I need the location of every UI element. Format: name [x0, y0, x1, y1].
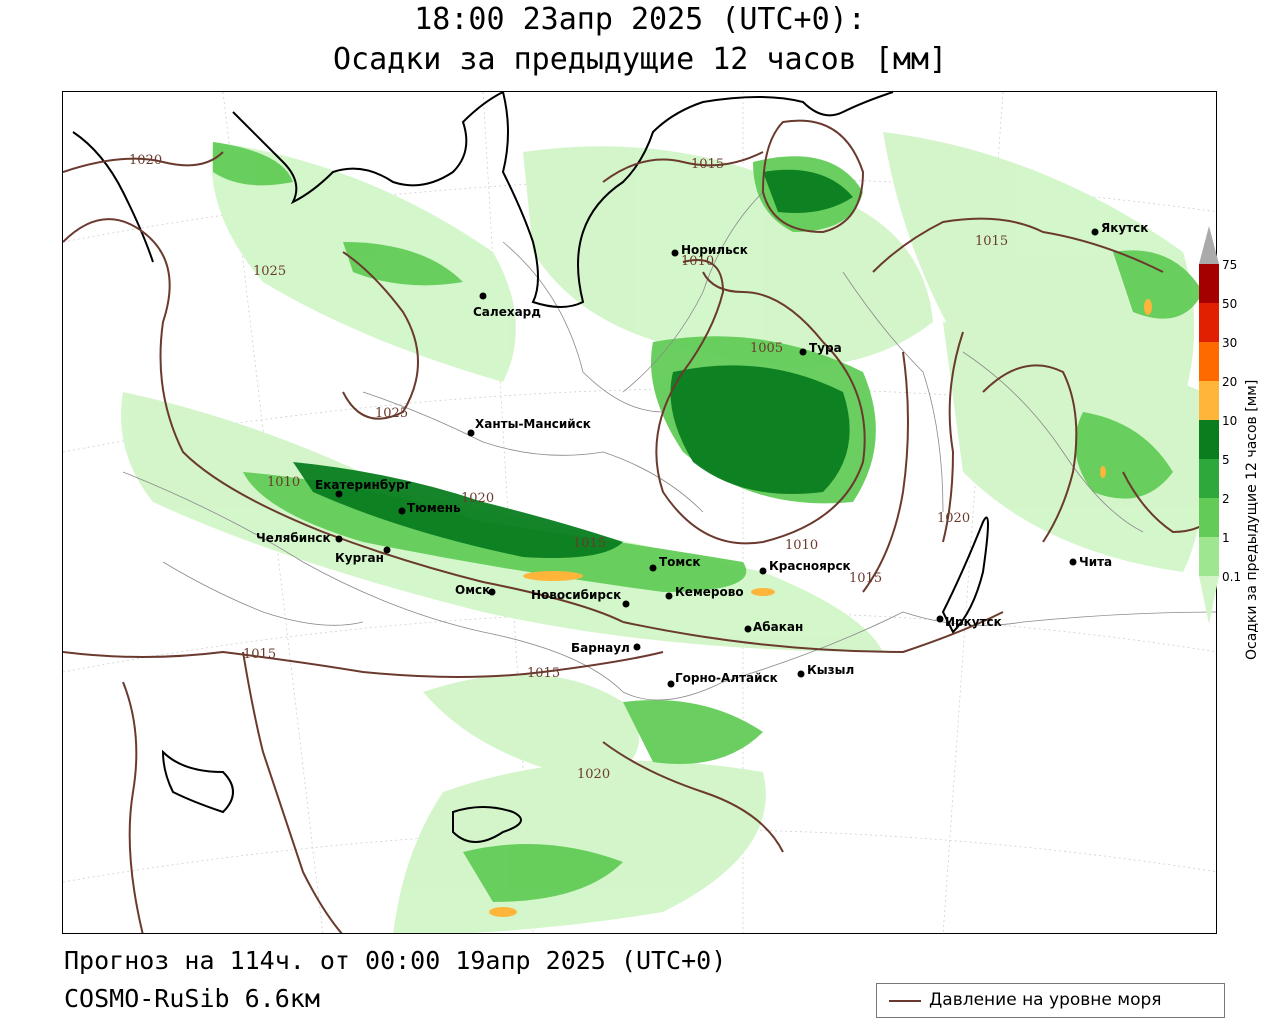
city-label: Челябинск: [256, 531, 331, 545]
city-kurgan: Курган: [335, 546, 391, 565]
colorbar-title: Осадки за предыдущие 12 часов [мм]: [1244, 379, 1260, 660]
city-label: Ханты-Мансийск: [475, 417, 591, 431]
city-gorno-altaysk: Горно-Алтайск: [667, 671, 778, 688]
city-novosibirsk: Новосибирск: [531, 588, 630, 608]
isobar-label: 1025: [375, 406, 408, 421]
city-label: Горно-Алтайск: [675, 671, 778, 685]
colorbar-tick: 20: [1222, 375, 1238, 389]
map-title-variable: Осадки за предыдущие 12 часов [мм]: [332, 42, 948, 77]
city-barnaul: Барнаул: [571, 641, 641, 655]
city-label: Тура: [809, 341, 842, 355]
colorbar-top-arrow: [1199, 226, 1219, 264]
isobar-label: 1015: [573, 536, 606, 551]
city-kemerovo: Кемерово: [665, 585, 744, 600]
city-kyzyl: Кызыл: [797, 663, 854, 678]
isobar-label: 1005: [750, 341, 783, 356]
map-title-time: 18:00 23апр 2025 (UTC+0):: [414, 2, 866, 37]
colorbar-swatch-1: [1199, 537, 1219, 576]
precipitation-map: 1020 1025 1015 1010 1005 1025 1015 1020 …: [63, 92, 1216, 933]
precip-heavy: [293, 169, 853, 558]
isobar-label: 1020: [129, 153, 162, 168]
model-name: COSMO-RuSib 6.6км: [64, 984, 320, 1013]
forecast-info: Прогноз на 114ч. от 00:00 19апр 2025 (UT…: [64, 946, 727, 975]
city-tyumen: Тюмень: [398, 501, 461, 515]
colorbar-tick: 30: [1222, 336, 1238, 350]
isobar-label: 1015: [527, 666, 560, 681]
city-chelyabinsk: Челябинск: [256, 531, 343, 545]
isobar-label: 1015: [243, 647, 276, 662]
city-label: Кемерово: [675, 585, 744, 599]
pressure-line-swatch: [889, 1000, 921, 1002]
city-label: Барнаул: [571, 641, 630, 655]
precip-colorbar: [1199, 226, 1219, 624]
isobar-label: 1015: [691, 157, 724, 172]
colorbar-swatch-75: [1199, 264, 1219, 303]
city-krasnoyarsk: Красноярск: [759, 559, 851, 575]
colorbar-bottom-arrow: [1199, 576, 1219, 624]
isobar-label: 1010: [681, 254, 714, 269]
colorbar-tick: 75: [1222, 258, 1238, 272]
colorbar-tick: 5: [1222, 453, 1230, 467]
precip-intense: [489, 299, 1152, 917]
colorbar-swatch-10: [1199, 420, 1219, 459]
city-chita: Чита: [1069, 555, 1112, 569]
colorbar-tick: 50: [1222, 297, 1238, 311]
isobar-label: 1015: [975, 234, 1008, 249]
city-label: Томск: [659, 555, 701, 569]
city-label: Салехард: [473, 305, 541, 319]
city-label: Екатеринбург: [315, 478, 411, 492]
colorbar-swatch-5: [1199, 459, 1219, 498]
colorbar-tick: 10: [1222, 414, 1238, 428]
legend-pressure-label: Давление на уровне моря: [929, 990, 1162, 1010]
colorbar-swatch-20: [1199, 381, 1219, 420]
city-khanty-mansiysk: Ханты-Мансийск: [467, 417, 591, 437]
city-label: Якутск: [1101, 221, 1148, 235]
colorbar-swatch-30: [1199, 342, 1219, 381]
colorbar-tick: 1: [1222, 531, 1230, 545]
city-omsk: Омск: [455, 583, 496, 597]
city-label: Красноярск: [769, 559, 851, 573]
city-yekaterinburg: Екатеринбург: [315, 478, 411, 498]
city-label: Абакан: [753, 620, 803, 634]
isobar-label: 1020: [461, 491, 494, 506]
city-label: Чита: [1079, 555, 1112, 569]
coastlines: [72, 92, 989, 843]
isobar-labels: 1020 1025 1015 1010 1005 1025 1015 1020 …: [129, 153, 1008, 782]
city-irkutsk: Иркутск: [936, 615, 1002, 629]
city-label: Курган: [335, 551, 384, 565]
colorbar-swatch-2: [1199, 498, 1219, 537]
city-norilsk: Норильск: [671, 243, 748, 257]
isobar-label: 1010: [785, 538, 818, 553]
city-label: Кызыл: [807, 663, 854, 677]
city-tomsk: Томск: [649, 555, 701, 572]
map-frame: 1020 1025 1015 1010 1005 1025 1015 1020 …: [62, 91, 1217, 934]
city-label: Норильск: [681, 243, 748, 257]
colorbar-tick: 0.1: [1222, 570, 1242, 584]
isobar-label: 1020: [577, 767, 610, 782]
city-salekhard: Салехард: [473, 292, 541, 319]
region-borders: [122, 191, 1216, 701]
city-label: Омск: [455, 583, 490, 597]
city-label: Новосибирск: [531, 588, 621, 602]
city-abakan: Абакан: [744, 620, 803, 634]
colorbar-swatch-50: [1199, 303, 1219, 342]
city-label: Иркутск: [945, 615, 1002, 629]
city-label: Тюмень: [407, 501, 461, 515]
colorbar-tick: 2: [1222, 492, 1230, 506]
isobar-label: 1010: [267, 475, 300, 490]
legend-box: Давление на уровне моря: [876, 983, 1225, 1018]
isobar-label: 1015: [849, 571, 882, 586]
city-yakutsk: Якутск: [1091, 221, 1148, 236]
city-tura: Тура: [799, 341, 842, 356]
cities: Салехард Ханты-Мансийск Екатеринбург Тюм…: [256, 221, 1148, 688]
isobars: [63, 119, 1216, 933]
isobar-label: 1025: [253, 264, 286, 279]
isobar-label: 1020: [937, 511, 970, 526]
